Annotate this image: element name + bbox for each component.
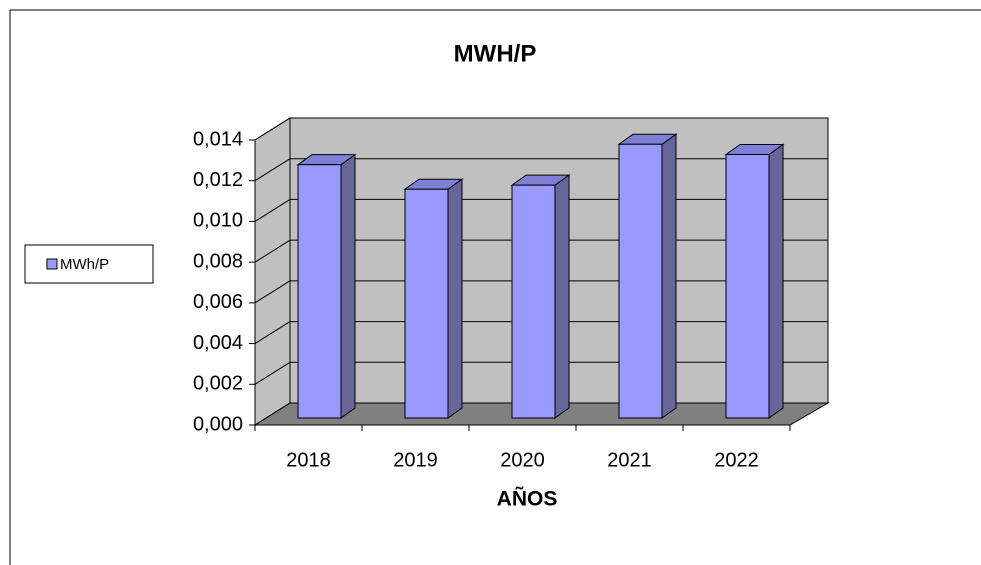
x-tick-label: 2020 [500,449,545,471]
legend-label: MWh/P [60,256,109,273]
y-tick-label: 0,002 [193,373,243,395]
grid-line-side [254,402,291,426]
x-axis-label: AÑOS [497,488,558,511]
y-tick-label: 0,004 [193,332,243,354]
bar-side [554,174,570,419]
bar-side [447,178,463,419]
bar-side [661,133,677,419]
grid-line-side [254,361,291,385]
y-tick-label: 0,010 [193,210,243,232]
bar [618,143,663,419]
grid-line-side [254,199,291,222]
grid-line-side [254,321,291,344]
bar [297,164,342,419]
grid-line-side [254,158,291,182]
y-tick-label: 0,012 [193,169,243,191]
y-tick-label: 0,006 [193,291,243,313]
x-tick-label: 2019 [393,449,438,471]
bar-side [340,153,356,419]
x-tick-label: 2021 [607,449,652,471]
bar [725,153,770,419]
legend-swatch [46,258,58,270]
y-tick-label: 0,000 [193,413,243,435]
x-tick-label: 2018 [286,449,331,471]
legend-box [24,244,154,284]
grid-line-side [254,117,291,141]
bar [511,184,556,419]
y-tick-label: 0,014 [193,128,243,150]
bar [404,188,449,419]
grid-line-side [254,280,291,304]
side-wall [254,117,291,426]
chart-title: MWH/P [454,40,537,67]
grid-line-side [254,239,291,263]
y-tick-label: 0,008 [193,250,243,272]
bar-side [768,143,784,419]
x-tick-label: 2022 [714,449,759,471]
